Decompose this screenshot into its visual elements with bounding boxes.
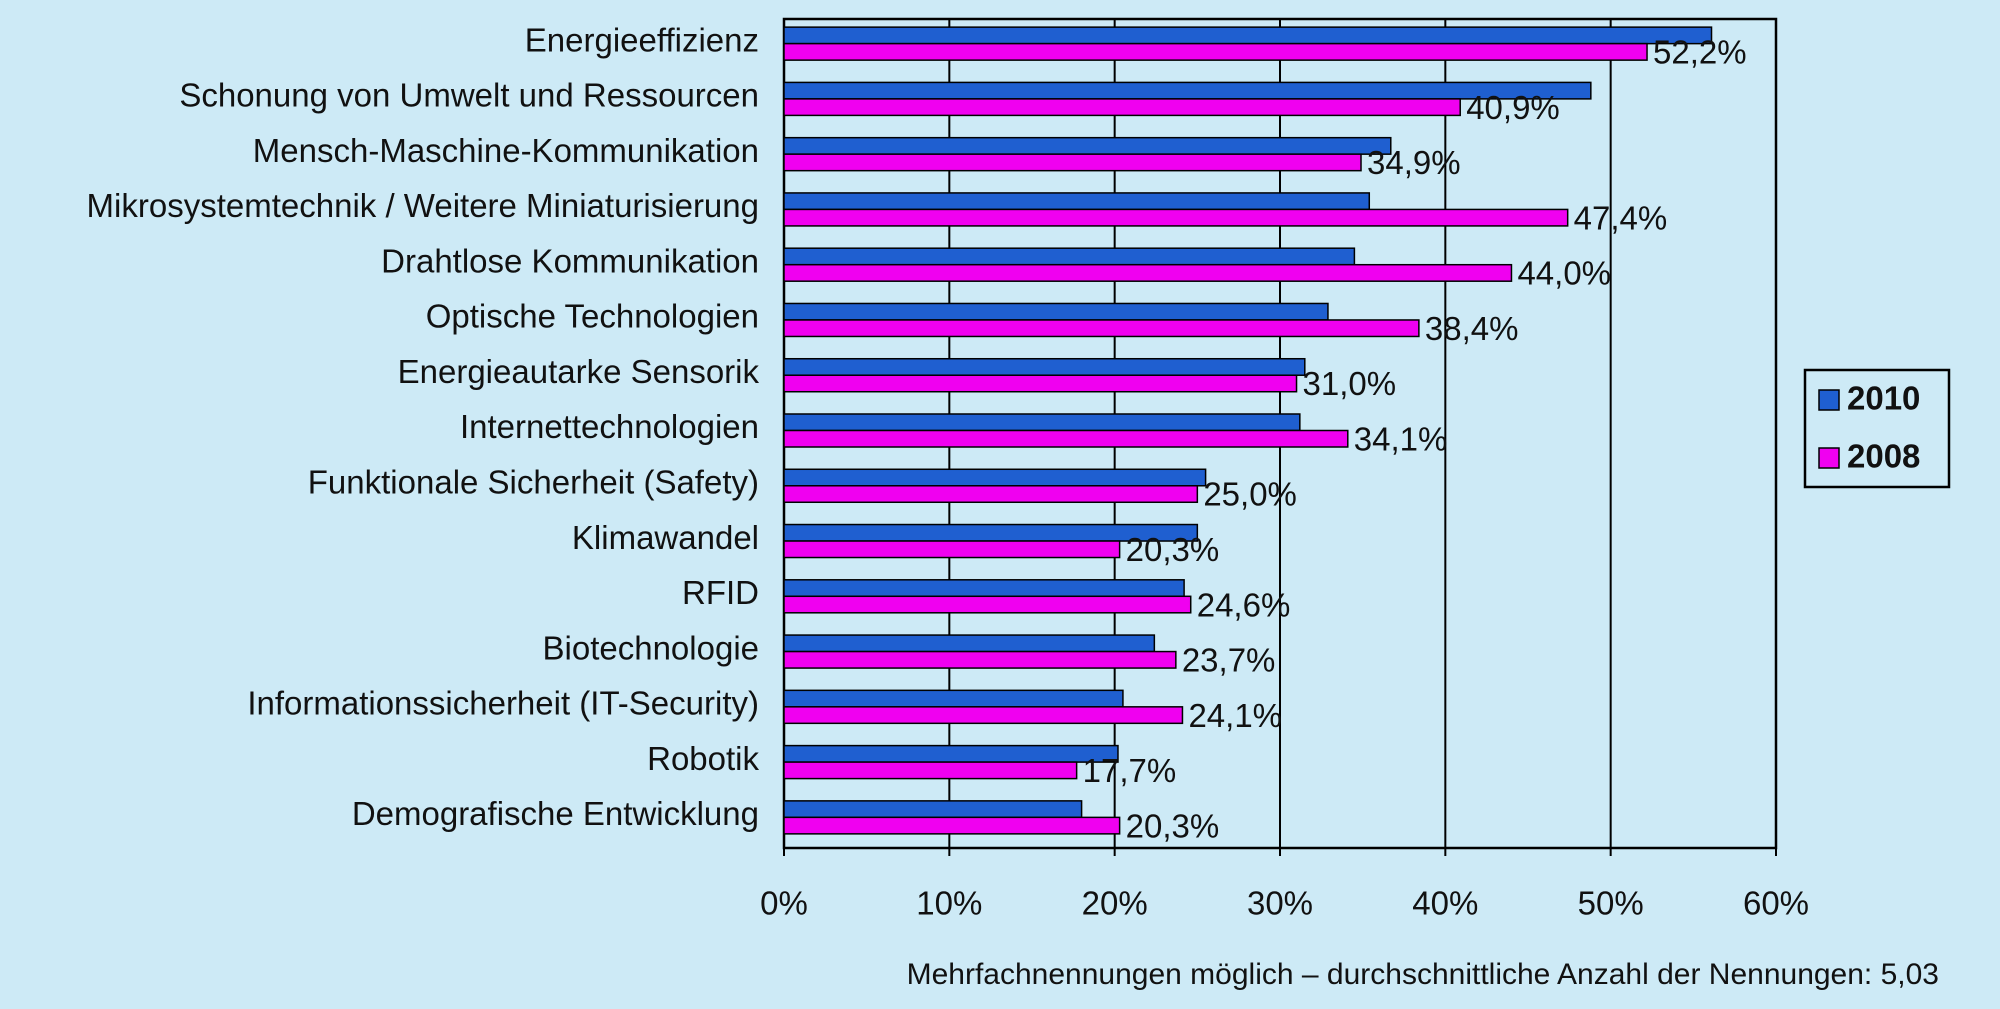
bar	[783, 413, 1301, 432]
bar	[783, 357, 1306, 376]
y-tick-label: Mikrosystemtechnik / Weitere Miniaturisi…	[87, 187, 759, 224]
legend-swatch	[1818, 447, 1840, 469]
bar	[783, 579, 1185, 598]
bar	[783, 634, 1156, 653]
value-label: 34,9%	[1367, 144, 1461, 181]
y-tick-label: Demografische Entwicklung	[352, 795, 759, 832]
y-tick-label: Internettechnologien	[460, 408, 759, 445]
bar	[783, 192, 1371, 211]
bar	[783, 485, 1199, 504]
y-tick-label: Optische Technologien	[426, 298, 759, 335]
bar	[783, 689, 1124, 708]
y-tick-label: Drahtlose Kommunikation	[381, 242, 759, 279]
bar	[783, 26, 1713, 45]
footnote: Mehrfachnennungen möglich – durchschnitt…	[907, 958, 1939, 991]
value-label: 20,3%	[1126, 807, 1220, 844]
bar	[783, 319, 1420, 338]
y-tick-label: Energieeffizienz	[525, 21, 759, 58]
value-label: 44,0%	[1517, 255, 1611, 292]
value-label: 20,3%	[1126, 531, 1220, 568]
bar	[783, 800, 1083, 819]
value-label: 34,1%	[1354, 420, 1448, 457]
bar	[783, 650, 1177, 669]
legend-label: 2010	[1847, 380, 1920, 417]
y-tick-label: Klimawandel	[572, 519, 759, 556]
x-tick-label: 60%	[1743, 885, 1809, 922]
bar	[783, 263, 1513, 282]
value-label: 24,1%	[1188, 697, 1282, 734]
value-label: 25,0%	[1203, 476, 1297, 513]
bar	[783, 136, 1392, 155]
x-tick-label: 50%	[1578, 885, 1644, 922]
legend-label: 2008	[1847, 438, 1920, 475]
y-tick-label: Biotechnologie	[543, 629, 760, 666]
bar	[783, 761, 1078, 780]
x-tick-label: 40%	[1412, 885, 1478, 922]
bar	[783, 468, 1207, 487]
x-tick-label: 20%	[1082, 885, 1148, 922]
bar	[783, 540, 1121, 559]
bar	[783, 247, 1356, 266]
value-label: 23,7%	[1182, 642, 1276, 679]
y-tick-label: Energieautarke Sensorik	[398, 353, 760, 390]
value-label: 52,2%	[1653, 34, 1747, 71]
legend-swatch	[1818, 389, 1840, 411]
bar	[783, 816, 1121, 835]
value-label: 40,9%	[1466, 89, 1560, 126]
bar	[783, 744, 1119, 763]
bar	[783, 42, 1648, 61]
bar	[783, 153, 1362, 172]
value-label: 38,4%	[1425, 310, 1519, 347]
bar	[783, 429, 1349, 448]
y-tick-label: Robotik	[647, 740, 759, 777]
bar	[783, 208, 1569, 227]
value-label: 31,0%	[1303, 365, 1397, 402]
x-tick-label: 10%	[916, 885, 982, 922]
bar	[783, 374, 1298, 393]
x-tick-label: 0%	[760, 885, 808, 922]
value-label: 17,7%	[1083, 752, 1177, 789]
bar	[783, 595, 1192, 614]
bar	[783, 706, 1184, 725]
value-label: 47,4%	[1574, 199, 1668, 236]
y-tick-label: Informationssicherheit (IT-Security)	[247, 685, 759, 722]
value-label: 24,6%	[1197, 586, 1291, 623]
bar	[783, 302, 1329, 321]
y-tick-label: RFID	[682, 574, 759, 611]
bar	[783, 98, 1461, 117]
y-tick-label: Mensch-Maschine-Kommunikation	[253, 132, 759, 169]
y-tick-label: Funktionale Sicherheit (Safety)	[308, 463, 759, 500]
y-tick-label: Schonung von Umwelt und Ressourcen	[179, 77, 759, 114]
x-tick-label: 30%	[1247, 885, 1313, 922]
